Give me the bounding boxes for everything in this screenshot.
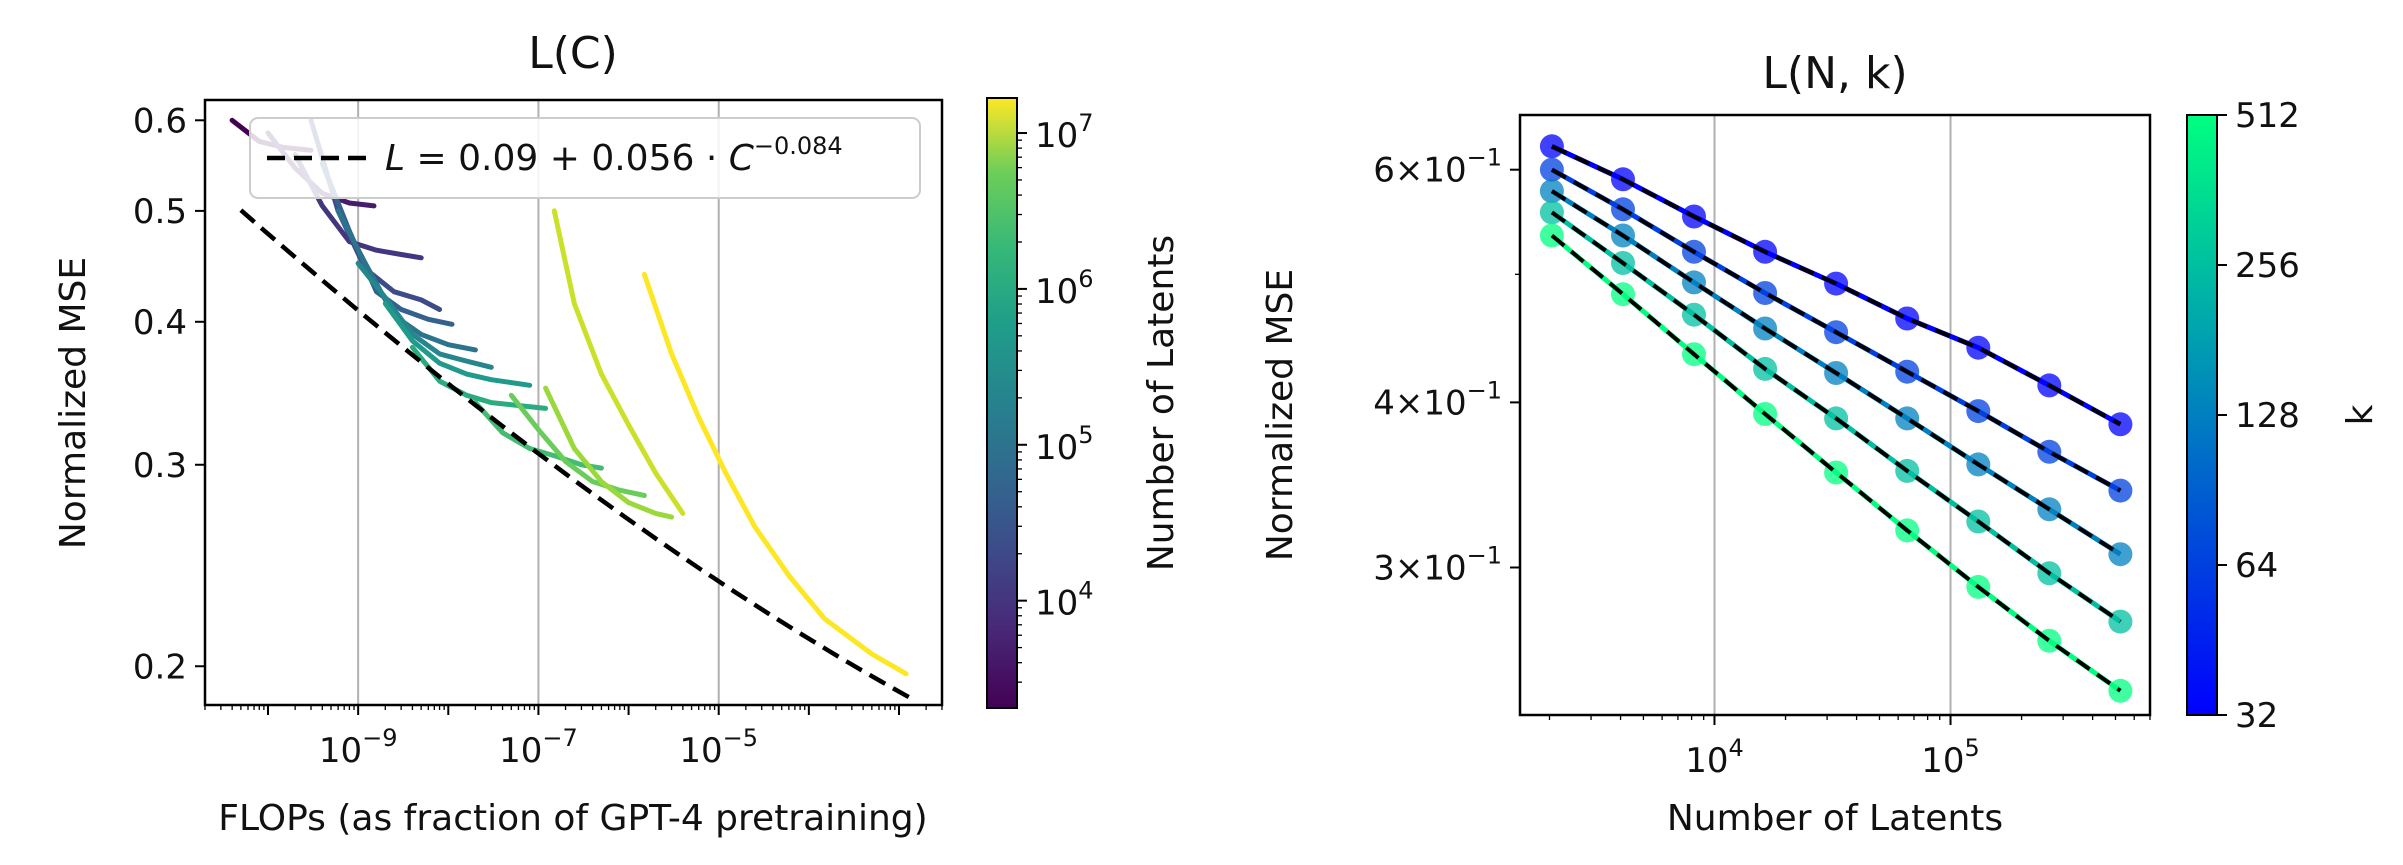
right-y-tick-label: 4×10−1: [1373, 376, 1502, 423]
left-y-tick-label: 0.2: [133, 647, 187, 687]
left-series-line: [382, 301, 533, 388]
right-data-point: [1895, 406, 1920, 431]
left-x-tick-label: 10−5: [679, 724, 758, 771]
right-colorbar-label: k: [2340, 404, 2381, 425]
panel-left: L(C) 10−9 10−7 10−5 0.2 0.3 0.4 0.5 0.6 L = 0.0…: [53, 28, 1182, 839]
left-y-tick-label: 0.4: [133, 303, 187, 343]
right-y-tick-label: 3×10−1: [1373, 541, 1502, 588]
left-grid: [357, 100, 720, 705]
left-y-axis-label: Normalized MSE: [53, 257, 94, 549]
right-data-point: [1682, 270, 1706, 295]
left-series-line: [641, 271, 909, 677]
right-data-point: [2037, 439, 2062, 464]
right-fit-line: [1551, 144, 2122, 427]
right-colorbar-tick-label: 32: [2235, 696, 2278, 736]
left-colorbar-tick-label: 106: [1035, 265, 1094, 312]
left-y-tick-label: 0.5: [133, 192, 187, 232]
right-series-group: [1539, 134, 2133, 703]
left-colorbar-ticks: 104 105 106 107: [1017, 109, 1094, 683]
right-title: L(N, k): [1762, 48, 1907, 99]
right-fit-line: [1550, 167, 2122, 493]
right-ticks: 104 105 3×10−1 4×10−1 6×10−1: [1373, 144, 2151, 781]
right-x-tick-label: 105: [1921, 734, 1980, 781]
left-colorbar-tick-label: 104: [1035, 577, 1094, 624]
left-x-axis-label: FLOPs (as fraction of GPT-4 pretraining): [218, 798, 927, 839]
left-series-line: [543, 385, 675, 520]
right-fit-line: [1550, 233, 2122, 693]
right-y-axis-label: Normalized MSE: [1260, 269, 1301, 561]
left-series-line: [355, 260, 494, 370]
left-series-line: [472, 400, 604, 471]
left-x-tick-label: 10−7: [499, 724, 578, 771]
right-colorbar-tick-label: 512: [2235, 96, 2300, 136]
left-series-line: [551, 208, 686, 516]
right-x-axis-label: Number of Latents: [1667, 798, 2003, 839]
left-y-tick-label: 0.3: [133, 446, 187, 486]
right-fit-line: [1550, 189, 2122, 556]
left-ticks: 10−9 10−7 10−5 0.2 0.3 0.4 0.5 0.6: [133, 101, 943, 771]
right-fit-line: [1550, 210, 2122, 624]
left-x-tick-label: 10−9: [319, 724, 398, 771]
left-colorbar-label: Number of Latents: [1141, 235, 1182, 571]
left-legend-box: [249, 117, 921, 199]
right-data-point: [2108, 542, 2133, 567]
left-series-group: [229, 117, 909, 677]
left-fit-line: [239, 208, 916, 703]
left-colorbar: [986, 97, 1018, 709]
right-colorbar-tick-label: 128: [2235, 396, 2300, 436]
right-colorbar-tick-label: 64: [2235, 546, 2278, 586]
left-legend: L = 0.09 + 0.056 · C−0.084: [249, 117, 921, 199]
left-plot-frame: [203, 98, 944, 707]
left-colorbar-tick-label: 107: [1035, 109, 1094, 156]
left-colorbar-tick-label: 105: [1035, 421, 1094, 468]
right-grid: [1713, 115, 1952, 715]
right-y-tick-label: 6×10−1: [1373, 144, 1502, 191]
right-colorbar-tick-label: 256: [2235, 246, 2300, 286]
panel-right: L(N, k) 104 105 3×10−1 4×10−1 6×10−1 Number …: [1260, 48, 2381, 839]
left-title: L(C): [528, 28, 618, 79]
right-data-point: [1895, 306, 1920, 331]
left-series-line: [508, 392, 647, 498]
right-data-point: [1753, 281, 1778, 305]
right-x-tick-label: 104: [1685, 734, 1744, 781]
right-colorbar-ticks: 32 64 128 256 512: [2217, 96, 2300, 736]
legend-fit-label: L = 0.09 + 0.056 · C−0.084: [385, 132, 843, 179]
left-fit-group: [239, 208, 916, 703]
right-colorbar: [2186, 114, 2218, 716]
right-data-point: [1966, 335, 1991, 360]
right-plot-frame: [1518, 113, 2152, 717]
left-y-tick-label: 0.6: [133, 101, 187, 141]
